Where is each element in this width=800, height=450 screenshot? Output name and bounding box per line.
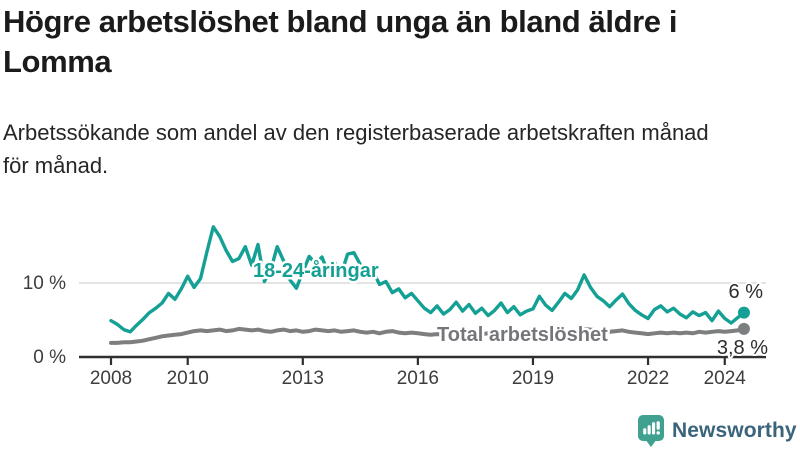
y-tick-label-10: 10 % [23,273,66,294]
series-end-dot-Total arbetslöshet [737,322,750,335]
chart-svg: 2008 2010 2013 2016 2019 2022 2024 0 % 10 % Total… [23,225,770,389]
newsworthy-logo-text: Newsworthy [672,419,797,442]
series-end-value-Total arbetslöshet: 3,8 % [717,337,768,359]
y-tick-label-0: 0 % [33,347,66,368]
x-tick-label-2016: 2016 [397,368,439,389]
x-tick-label-2008: 2008 [90,368,132,389]
series-end-value-18-24-åringar: 6 % [729,281,764,303]
unemployment-line-chart: 2008 2010 2013 2016 2019 2022 2024 0 % 10 % Total… [0,195,800,400]
series-end-dot-18-24-åringar [737,306,750,319]
x-tick-label-2013: 2013 [282,368,324,389]
page-title: Högre arbetslöshet bland unga än bland ä… [3,2,797,82]
chart-subtitle: Arbetssökande som andel av den registerb… [3,116,797,182]
brand-footer: Newsworthy [638,415,797,447]
page-title-line1: Högre arbetslöshet bland unga än bland ä… [3,4,678,39]
x-tick-label-2010: 2010 [167,368,209,389]
page-title-line2: Lomma [3,44,112,79]
newsworthy-logo-icon [638,415,664,447]
series-line-Total arbetslöshet [109,326,746,345]
series-line-18-24-åringar [109,225,746,334]
x-tick-label-2022: 2022 [627,368,669,389]
x-tick-label-2019: 2019 [512,368,554,389]
series-label-18-24-åringar: 18-24-åringar [253,259,379,282]
chart-subtitle-line1: Arbetssökande som andel av den registerb… [3,120,709,145]
series-label-Total arbetslöshet: Total arbetslöshet [437,324,608,346]
chart-subtitle-line2: för månad. [3,153,109,178]
x-tick-label-2024: 2024 [704,368,747,389]
